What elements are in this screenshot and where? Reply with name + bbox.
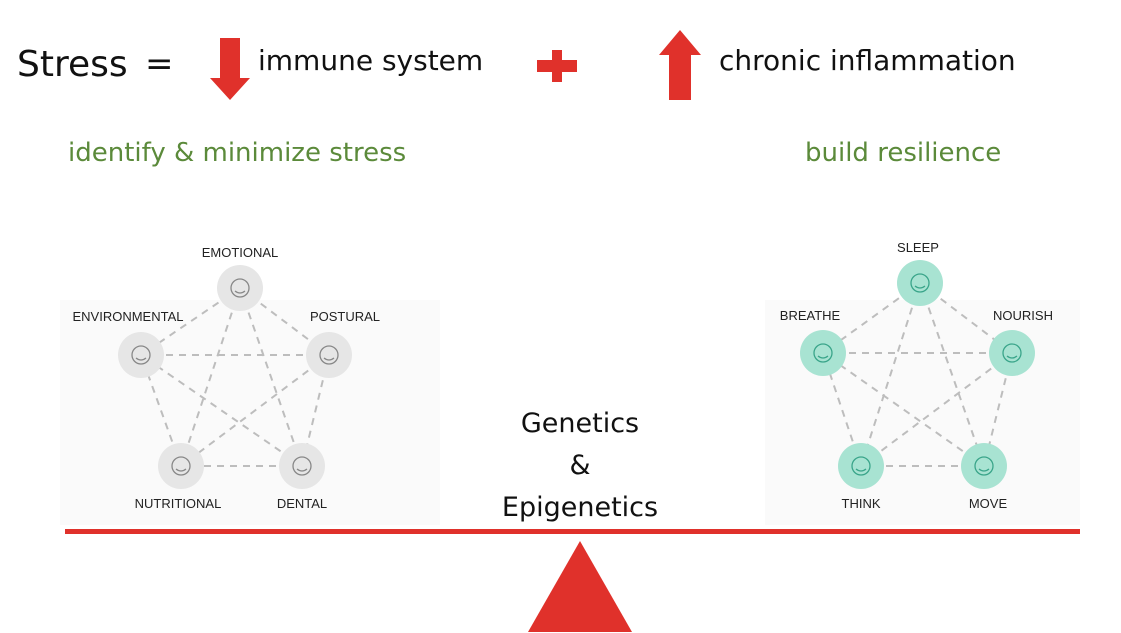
- node-circle: [279, 443, 325, 489]
- node-label: EMOTIONAL: [202, 245, 279, 260]
- left-panel-bg: [60, 300, 440, 525]
- down-arrow-icon: [210, 38, 250, 100]
- connector-line: [180, 354, 330, 467]
- connector-line: [919, 282, 985, 467]
- node-circle: [217, 265, 263, 311]
- node-label: DENTAL: [277, 496, 327, 511]
- moon-zzz-icon: [910, 273, 930, 293]
- node-circle: [158, 443, 204, 489]
- node-label: THINK: [842, 496, 881, 511]
- tooth-icon: [292, 456, 312, 476]
- node-label: NOURISH: [993, 308, 1053, 323]
- connector-line: [860, 282, 921, 467]
- epigenetics-label: Epigenetics: [501, 492, 659, 523]
- node-circle: [800, 330, 846, 376]
- worried-face-icon: [230, 278, 250, 298]
- equals-sign: =: [145, 44, 174, 84]
- connector-line: [860, 352, 1013, 467]
- node-label: NUTRITIONAL: [135, 496, 222, 511]
- stressors-network: EMOTIONAL POSTURAL DENTAL NUTRITIONAL ENVIRO…: [73, 245, 381, 511]
- ampersand-label: &: [569, 450, 591, 481]
- lightbulb-burst-icon: [131, 345, 151, 365]
- node-label: POSTURAL: [310, 309, 380, 324]
- running-shoe-icon: [974, 456, 994, 476]
- lungs-icon: [813, 343, 833, 363]
- balance-beam: [65, 529, 1080, 534]
- plus-icon: [537, 50, 577, 82]
- node-label: ENVIRONMENTAL: [73, 309, 184, 324]
- food-bowl-icon: [1002, 343, 1022, 363]
- up-arrow-icon: [659, 30, 701, 100]
- node-circle: [118, 332, 164, 378]
- node-label: MOVE: [969, 496, 1008, 511]
- node-circle: [306, 332, 352, 378]
- fulcrum-triangle: [528, 541, 632, 632]
- immune-system-label: immune system: [258, 44, 484, 77]
- connector-line: [822, 352, 985, 467]
- genetics-label: Genetics: [520, 408, 640, 439]
- node-circle: [897, 260, 943, 306]
- chronic-inflammation-label: chronic inflammation: [719, 44, 1016, 77]
- connector-line: [180, 287, 241, 467]
- left-heading: identify & minimize stress: [68, 138, 407, 168]
- stress-label: Stress: [17, 44, 128, 85]
- node-label: BREATHE: [780, 308, 841, 323]
- back-spine-icon: [319, 345, 339, 365]
- node-circle: [961, 443, 1007, 489]
- lightbulb-icon: [851, 456, 871, 476]
- node-label: SLEEP: [897, 240, 939, 255]
- node-circle: [989, 330, 1035, 376]
- food-bowl-icon: [171, 456, 191, 476]
- right-heading: build resilience: [805, 138, 1002, 168]
- connector-line: [140, 354, 303, 467]
- resilience-network: SLEEP NOURISH MOVE THINK BREATHE: [780, 240, 1053, 511]
- node-circle: [838, 443, 884, 489]
- connector-line: [239, 287, 303, 467]
